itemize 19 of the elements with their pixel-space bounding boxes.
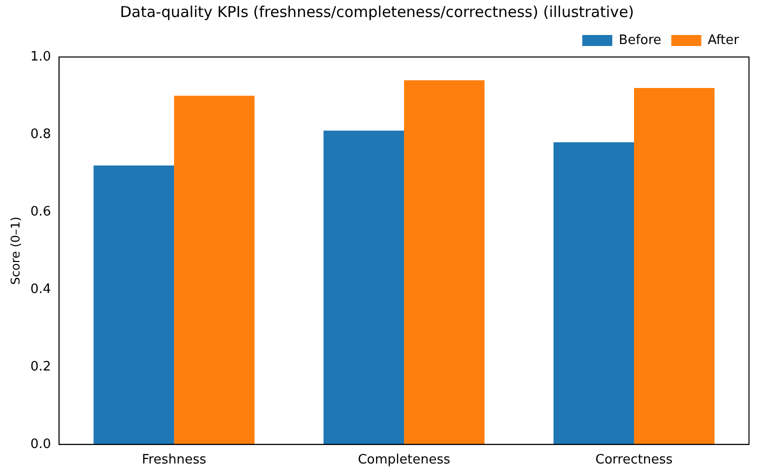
bar xyxy=(324,130,404,444)
legend-label: Before xyxy=(618,32,662,48)
y-axis-title: Score (0–1) xyxy=(8,216,22,285)
y-tick-label: 0.4 xyxy=(30,282,52,297)
chart-title: Data-quality KPIs (freshness/completeness/correctness) (illustrative) xyxy=(120,2,634,21)
x-tick-label: Completeness xyxy=(358,452,450,468)
x-tick-label: Freshness xyxy=(142,452,206,468)
y-tick-label: 0.0 xyxy=(30,436,52,452)
bar xyxy=(174,96,255,444)
bar xyxy=(554,142,634,444)
legend-label: After xyxy=(708,32,740,48)
bar xyxy=(94,165,174,444)
bar xyxy=(404,80,485,444)
x-tick-label: Correctness xyxy=(595,452,673,468)
y-tick-label: 1.0 xyxy=(30,49,52,64)
y-tick-label: 0.8 xyxy=(30,126,52,142)
y-tick-label: 0.6 xyxy=(30,204,52,220)
y-tick-label: 0.2 xyxy=(30,359,52,374)
bar xyxy=(634,88,715,444)
